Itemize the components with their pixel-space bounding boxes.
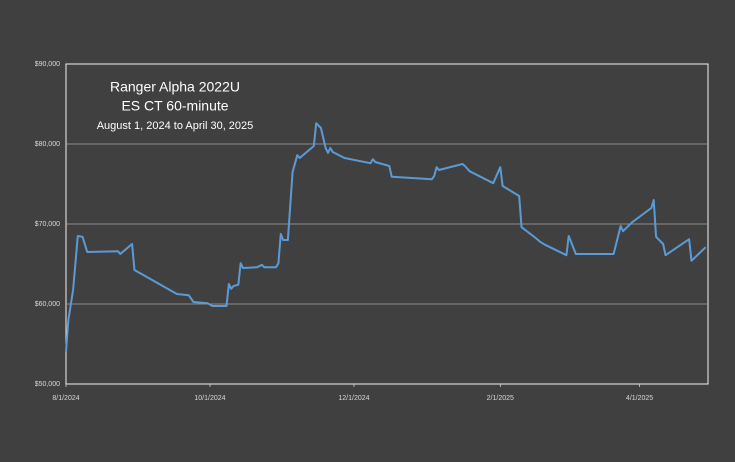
x-tick-label: 12/1/2024 (338, 395, 369, 402)
x-tick-label: 2/1/2025 (487, 395, 514, 402)
x-tick-label: 10/1/2024 (194, 395, 225, 402)
y-tick-label: $90,000 (35, 61, 60, 68)
y-tick-label: $60,000 (35, 301, 60, 308)
y-tick-label: $70,000 (35, 221, 60, 228)
chart-subtitle: ES CT 60-minute (121, 98, 228, 114)
x-tick-label: 4/1/2025 (626, 395, 653, 402)
y-tick-label: $80,000 (35, 141, 60, 148)
x-tick-label: 8/1/2024 (52, 395, 79, 402)
annotation: August 1, 2024 to April 30, 2025 (97, 120, 254, 132)
line-series (65, 122, 707, 353)
y-tick-label: $50,000 (35, 381, 60, 388)
chart-title: Ranger Alpha 2022U (110, 79, 240, 95)
